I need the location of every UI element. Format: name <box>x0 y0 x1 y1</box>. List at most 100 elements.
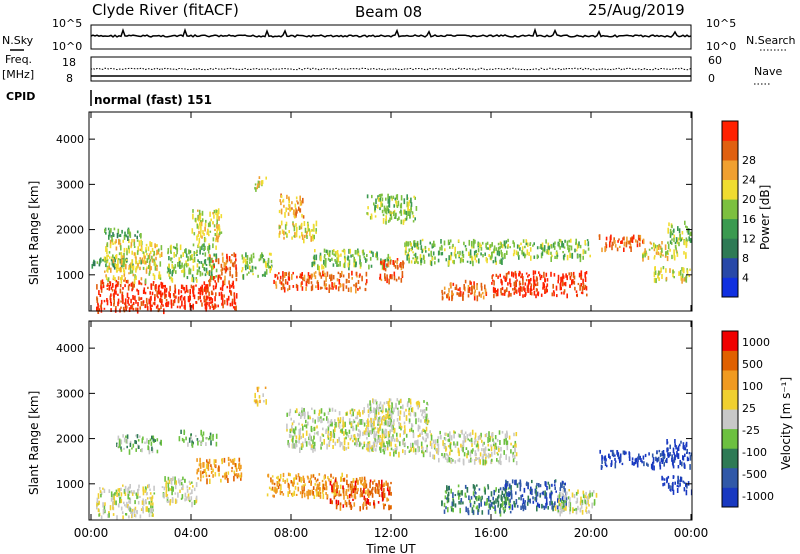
data-cell <box>357 488 359 492</box>
data-cell <box>195 277 198 281</box>
data-cell <box>684 447 687 451</box>
data-cell <box>569 245 571 248</box>
data-cell <box>107 227 110 231</box>
data-cell <box>420 245 423 250</box>
data-cell <box>690 231 692 237</box>
data-cell <box>355 424 358 431</box>
data-cell <box>403 437 405 442</box>
data-cell <box>163 492 165 499</box>
data-cell <box>250 269 252 273</box>
data-cell <box>679 482 681 487</box>
data-cell <box>153 301 156 306</box>
data-cell <box>473 459 476 465</box>
data-cell <box>190 496 193 501</box>
data-cell <box>509 246 511 249</box>
data-cell <box>196 458 198 462</box>
data-cell <box>522 294 524 298</box>
data-cell <box>580 275 582 279</box>
data-cell <box>350 434 353 439</box>
data-cell <box>432 251 435 256</box>
data-cell <box>621 240 623 244</box>
data-cell <box>108 251 111 254</box>
data-cell <box>211 265 213 272</box>
data-cell <box>305 419 307 424</box>
data-cell <box>321 418 323 423</box>
data-cell <box>128 515 130 519</box>
data-cell <box>334 492 336 496</box>
data-cell <box>137 262 139 267</box>
data-cell <box>472 491 475 496</box>
data-cell <box>667 241 669 244</box>
data-cell <box>275 284 278 289</box>
data-cell <box>280 195 283 198</box>
data-cell <box>120 277 122 281</box>
data-cell <box>143 256 146 262</box>
data-cell <box>473 284 476 289</box>
data-cell <box>114 277 116 281</box>
data-cell <box>387 498 390 502</box>
data-cell <box>492 496 494 501</box>
data-cell <box>538 271 540 274</box>
data-cell <box>220 231 223 234</box>
data-cell <box>129 498 132 504</box>
power-scatter <box>91 176 692 315</box>
data-cell <box>192 209 194 213</box>
data-cell <box>302 490 305 493</box>
data-cell <box>108 512 110 518</box>
data-cell <box>347 256 350 259</box>
data-cell <box>185 496 188 501</box>
data-cell <box>172 476 174 481</box>
data-cell <box>231 262 234 267</box>
data-cell <box>183 273 185 278</box>
data-cell <box>233 475 235 482</box>
data-cell <box>683 251 685 255</box>
data-cell <box>373 503 376 509</box>
data-cell <box>341 428 344 434</box>
colorbar-tick-label: 28 <box>742 154 756 167</box>
data-cell <box>284 212 286 218</box>
data-cell <box>684 464 686 469</box>
data-cell <box>514 450 516 453</box>
data-cell <box>311 234 314 239</box>
data-cell <box>349 248 351 254</box>
data-cell <box>136 434 139 439</box>
data-cell <box>132 283 134 289</box>
data-cell <box>116 491 118 497</box>
data-cell <box>398 276 400 280</box>
data-cell <box>206 459 208 463</box>
data-cell <box>237 473 240 478</box>
data-cell <box>352 408 354 412</box>
data-cell <box>110 308 112 312</box>
data-cell <box>181 494 184 499</box>
data-cell <box>495 446 498 450</box>
data-cell <box>477 448 480 452</box>
data-cell <box>234 302 237 305</box>
data-cell <box>303 274 306 280</box>
data-cell <box>220 269 222 272</box>
data-cell <box>584 250 587 254</box>
colorbar-tick-label: 100 <box>742 380 763 393</box>
data-cell <box>192 285 194 292</box>
data-cell <box>295 231 298 238</box>
data-cell <box>525 239 528 246</box>
data-cell <box>662 266 665 270</box>
data-cell <box>635 460 637 464</box>
data-cell <box>304 424 306 427</box>
data-cell <box>451 291 453 298</box>
data-cell <box>591 492 594 497</box>
data-cell <box>154 439 156 442</box>
data-cell <box>363 476 366 481</box>
data-cell <box>264 271 266 277</box>
data-cell <box>653 256 656 260</box>
data-cell <box>448 437 451 443</box>
data-cell <box>415 206 418 211</box>
data-cell <box>437 443 440 449</box>
data-cell <box>376 483 378 487</box>
data-cell <box>120 446 122 450</box>
data-cell <box>142 500 145 506</box>
data-cell <box>382 446 385 451</box>
data-cell <box>535 276 538 282</box>
data-cell <box>389 410 391 415</box>
data-cell <box>201 210 204 216</box>
data-cell <box>189 268 192 272</box>
